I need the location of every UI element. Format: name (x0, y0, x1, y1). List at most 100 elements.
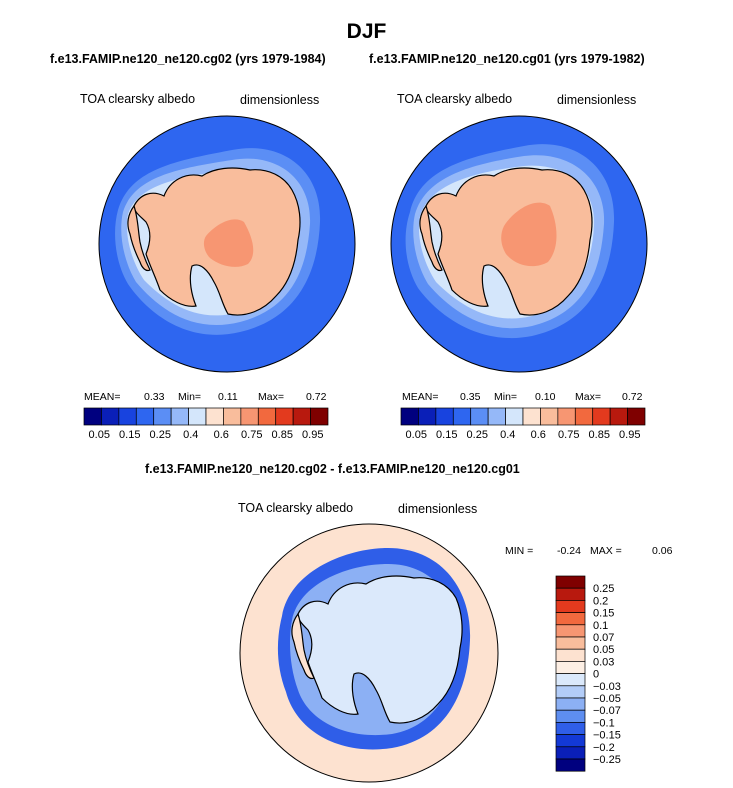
panel3-colorbar-swatch-9 (555, 685, 586, 699)
panel2-colorbar-tick-label: 0.05 (406, 429, 427, 441)
panel2-border (390, 115, 648, 373)
panel1-colorbar-tick-label: 0.15 (119, 429, 140, 441)
panel1-colorbar-swatch-6 (188, 407, 207, 426)
panel3-colorbar-swatch-15 (555, 758, 586, 772)
panel2-colorbar-swatch-7 (522, 407, 541, 426)
panel1-colorbar-swatch-11 (275, 407, 294, 426)
panel3-colorbar-swatch-13 (555, 734, 586, 748)
panel1-colorbar-swatch-1 (101, 407, 120, 426)
panel3-colorbar-swatch-7 (555, 661, 586, 674)
panel3-colorbar-tick-label: −0.03 (593, 681, 621, 693)
panel3-map (240, 524, 498, 782)
panel3-colorbar-tick-label: 0.1 (593, 620, 608, 632)
panel3-min-value: -0.24 (557, 545, 581, 557)
panel3-colorbar-tick-label: −0.07 (593, 705, 621, 717)
panel2-colorbar-swatch-4 (470, 407, 489, 426)
panel1-colorbar-swatch-13 (310, 407, 329, 426)
panel3-colorbar-swatch-8 (555, 673, 586, 687)
panel2-colorbar-swatch-12 (609, 407, 628, 426)
panel2-colorbar-swatch-1 (418, 407, 437, 426)
panel2-mean-value: 0.35 (460, 391, 481, 403)
panel3-colorbar-swatch-3 (555, 612, 586, 626)
panel3-max-label: MAX = (590, 545, 622, 557)
panel1-colorbar-tick-label: 0.05 (89, 429, 110, 441)
panel1-colorbar-tick-label: 0.25 (150, 429, 171, 441)
panel3-colorbar-swatch-10 (555, 697, 586, 711)
diff-title: f.e13.FAMIP.ne120_ne120.cg02 - f.e13.FAM… (145, 462, 520, 476)
panel3-colorbar-swatch-5 (555, 636, 586, 650)
panel3-colorbar-swatch-4 (555, 624, 586, 638)
panel2-max-value: 0.72 (622, 391, 643, 403)
panel3-colorbar-swatch-0 (555, 575, 586, 589)
panel2-colorbar: 0.05 0.15 0.25 0.4 0.6 0.75 0.85 0.95 (400, 407, 646, 441)
panel3-variable: TOA clearsky albedo (238, 501, 354, 515)
panel1-map (99, 116, 355, 372)
panel2-colorbar-tick-label: 0.15 (436, 429, 457, 441)
panel3-colorbar-swatch-6 (555, 648, 586, 662)
panel3-colorbar-tick-label: 0 (593, 669, 599, 681)
panel2-colorbar-tick-label: 0.25 (467, 429, 488, 441)
panel1-colorbar-swatch-8 (223, 407, 242, 426)
panel2-colorbar-swatch-10 (574, 407, 594, 426)
panel3-colorbar-tick-label: −0.1 (593, 717, 615, 729)
panel3-border (239, 523, 499, 783)
panel2-colorbar-swatch-13 (627, 407, 646, 426)
panel1-mean-value: 0.33 (144, 391, 165, 403)
panel3-units: dimensionless (398, 502, 478, 516)
panel2-mean-label: MEAN= (402, 391, 439, 403)
panel1-colorbar-swatch-0 (83, 407, 102, 426)
panel1-colorbar: 0.05 0.15 0.25 0.4 0.6 0.75 0.85 0.95 (83, 407, 329, 441)
panel3-colorbar-swatch-2 (555, 600, 586, 613)
panel1-units: dimensionless (240, 93, 320, 107)
panel1-colorbar-tick-label: 0.6 (214, 429, 229, 441)
panel1-colorbar-swatch-5 (170, 407, 189, 426)
panel1-min-label: Min= (178, 391, 202, 403)
panel3-colorbar-swatch-11 (555, 709, 586, 723)
panel3-peninsula (291, 612, 315, 680)
panel2-colorbar-tick-label: 0.6 (531, 429, 546, 441)
subtitle-right: f.e13.FAMIP.ne120_ne120.cg01 (yrs 1979-1… (369, 52, 645, 66)
panel2-colorbar-tick-label: 0.85 (589, 429, 610, 441)
subtitle-left: f.e13.FAMIP.ne120_ne120.cg02 (yrs 1979-1… (50, 52, 326, 66)
panel1-colorbar-tick-label: 0.4 (183, 429, 198, 441)
panel1-mean-label: MEAN= (84, 391, 121, 403)
panel1-colorbar-swatch-7 (205, 407, 224, 426)
panel3-colorbar-tick-label: 0.03 (593, 656, 614, 668)
panel2-colorbar-swatch-9 (557, 407, 576, 426)
panel1-colorbar-swatch-4 (153, 407, 172, 426)
panel3-colorbar-swatch-1 (555, 587, 586, 601)
panel3-colorbar-tick-label: −0.2 (593, 742, 615, 754)
panel1-colorbar-tick-label: 0.95 (302, 429, 323, 441)
figure-title: DJF (346, 20, 387, 43)
panel2-min-value: 0.10 (535, 391, 556, 403)
panel1-plateau (203, 219, 254, 267)
panel2-plateau (501, 202, 557, 267)
panel2-colorbar-tick-label: 0.75 (558, 429, 579, 441)
panel2-colorbar-tick-label: 0.4 (500, 429, 515, 441)
panel2-units: dimensionless (557, 93, 637, 107)
panel2-map (391, 116, 647, 372)
panel1-border (98, 115, 356, 373)
panel2-colorbar-swatch-11 (592, 407, 611, 426)
panel2-colorbar-tick-label: 0.95 (619, 429, 640, 441)
panel2-colorbar-swatch-2 (435, 407, 454, 426)
panel1-colorbar-swatch-2 (118, 407, 137, 426)
panel1-min-value: 0.11 (218, 391, 238, 403)
panel2-peninsula (419, 204, 443, 272)
panel1-peninsula (127, 204, 151, 272)
panel2-colorbar-swatch-8 (540, 407, 559, 426)
panel3-max-value: 0.06 (652, 545, 673, 557)
panel3-colorbar: 0.250.20.150.10.070.050.030−0.03−0.05−0.… (555, 575, 621, 772)
panel1-colorbar-swatch-12 (292, 407, 311, 426)
panel2-colorbar-swatch-0 (400, 407, 419, 426)
panel1-max-label: Max= (258, 391, 284, 403)
panel3-colorbar-tick-label: 0.25 (593, 583, 614, 595)
panel2-max-label: Max= (575, 391, 601, 403)
panel3-colorbar-swatch-12 (555, 722, 586, 735)
panel3-colorbar-tick-label: −0.25 (593, 754, 621, 766)
panel3-colorbar-tick-label: 0.05 (593, 644, 614, 656)
panel1-colorbar-swatch-10 (257, 407, 277, 426)
panel1-variable: TOA clearsky albedo (80, 92, 196, 106)
panel3-colorbar-swatch-14 (555, 746, 586, 760)
